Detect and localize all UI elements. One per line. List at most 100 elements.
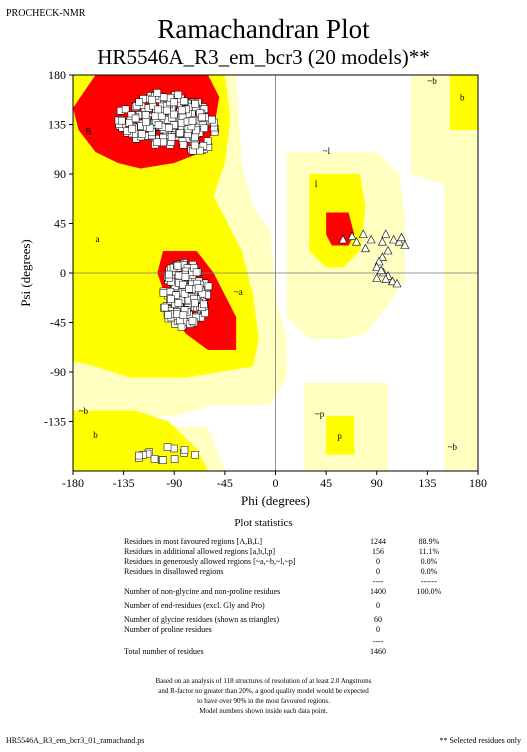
residue-point	[176, 129, 184, 138]
ramachandran-plot: B~b~bba~ll~a~bb~pp~b -180-135-90-4504590…	[18, 68, 487, 508]
residue-point	[192, 126, 200, 135]
residue-point	[179, 311, 188, 320]
stat-value: 1460	[370, 647, 386, 656]
residue-point	[164, 311, 172, 319]
residue-point	[191, 451, 199, 459]
stat-label: Residues in disallowed regions	[124, 567, 224, 576]
residue-point	[159, 456, 167, 464]
residue-point	[151, 112, 160, 120]
glycine-point	[347, 231, 357, 240]
stat-label: Total number of residues	[124, 647, 204, 656]
residue-point	[174, 299, 183, 307]
stat-value: 0	[376, 625, 380, 634]
region-label: ~b	[448, 442, 458, 452]
residue-point	[138, 130, 146, 138]
residue-point	[170, 98, 178, 107]
glycine-point	[400, 240, 410, 249]
region-label: ~p	[315, 409, 325, 419]
region-label: a	[96, 234, 100, 244]
region-label: ~b	[79, 406, 89, 416]
x-tick-label: 45	[320, 476, 332, 490]
residue-point	[191, 299, 199, 308]
x-tick-label: -90	[166, 476, 182, 490]
stat-label: Number of glycine residues (shown as tri…	[124, 615, 280, 624]
residue-point	[142, 118, 150, 126]
analysis-note: Based on an analysis of 118 structures o…	[0, 676, 527, 716]
residue-point	[117, 116, 126, 125]
x-axis-label: Phi (degrees)	[241, 493, 310, 508]
region-label: l	[315, 179, 318, 189]
glycine-point	[366, 234, 376, 244]
y-tick-label: -90	[50, 365, 66, 379]
note-line: to have over 90% in the most favoured re…	[197, 697, 330, 705]
stat-label: Number of non-glycine and non-proline re…	[124, 587, 281, 596]
residue-point	[177, 106, 186, 115]
residue-point	[200, 300, 208, 309]
stat-label: Residues in generously allowed regions […	[124, 557, 296, 566]
x-tick-label: -180	[62, 476, 84, 490]
residue-point	[177, 323, 186, 331]
residue-point	[180, 290, 189, 298]
footer-selected-note: ** Selected residues only	[439, 736, 521, 745]
region-most-favoured	[326, 212, 355, 246]
y-tick-label: 0	[60, 266, 66, 280]
residue-point	[174, 90, 182, 99]
residue-point	[194, 284, 203, 292]
residue-point	[188, 317, 197, 325]
residue-point	[173, 261, 182, 270]
residue-point	[148, 95, 156, 104]
residue-point	[198, 113, 206, 122]
stat-percent: ------	[421, 577, 437, 586]
x-tick-label: 180	[469, 476, 487, 490]
region-label: b	[460, 92, 465, 102]
plot-frame	[72, 74, 479, 472]
glycine-point	[358, 229, 368, 238]
residue-point	[159, 138, 168, 147]
glycine-point	[352, 237, 361, 246]
glycine-point	[376, 265, 386, 275]
residue-point	[163, 106, 171, 115]
residue-point	[135, 98, 144, 106]
residue-point	[154, 105, 162, 114]
region-additional	[326, 416, 355, 455]
residue-point	[192, 268, 201, 277]
stat-value: 1244	[370, 537, 386, 546]
x-tick-label: -45	[217, 476, 233, 490]
stat-value: 1400	[370, 587, 386, 596]
y-tick-label: -45	[50, 316, 66, 330]
region-label: p	[337, 431, 342, 441]
y-axis-label: Psi (degrees)	[18, 239, 33, 307]
glycine-point	[381, 229, 391, 238]
residue-point	[179, 280, 187, 289]
glycine-point	[372, 262, 382, 271]
stat-value: 0	[376, 557, 380, 566]
residue-point	[159, 289, 168, 297]
residue-point	[188, 117, 197, 125]
residue-point	[163, 443, 172, 451]
stat-value: 0	[376, 601, 380, 610]
residue-point	[128, 125, 136, 133]
note-line: Model numbers shown inside each data poi…	[199, 707, 328, 715]
residue-point	[190, 141, 199, 150]
residue-point	[181, 272, 190, 281]
residue-point	[191, 133, 199, 142]
stat-value: 156	[372, 547, 384, 556]
data-points	[114, 89, 410, 464]
region-additional	[449, 75, 478, 130]
residue-point	[180, 445, 189, 454]
residue-point	[204, 282, 213, 291]
stat-label: Residues in most favoured regions [A,B,L…	[124, 537, 262, 546]
glycine-point	[377, 237, 387, 246]
stat-label: Number of proline residues	[124, 625, 212, 634]
glycine-point	[377, 252, 387, 261]
stat-percent: 0.0%	[420, 567, 438, 576]
stat-value: 60	[374, 615, 382, 624]
region-label: ~l	[323, 146, 331, 156]
residue-point	[172, 291, 180, 299]
stat-value: ----	[372, 637, 384, 646]
residue-point	[196, 146, 204, 155]
residue-point	[170, 455, 179, 463]
y-tick-label: -135	[44, 415, 66, 429]
region-label: ~b	[427, 76, 437, 86]
stat-value: 0	[376, 567, 380, 576]
